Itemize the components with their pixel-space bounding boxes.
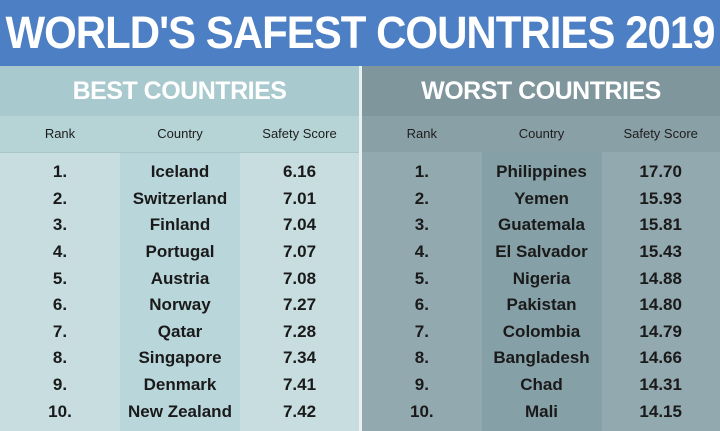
best-countries-panel: BEST COUNTRIES Rank Country Safety Score… xyxy=(0,66,359,431)
table-row: 2. Switzerland 7.01 xyxy=(0,186,359,213)
country-cell: Finland xyxy=(149,215,211,235)
table-row: 3. Guatemala 15.81 xyxy=(362,212,720,239)
table-row: 4. El Salvador 15.43 xyxy=(362,239,720,266)
worst-column-headers: Rank Country Safety Score xyxy=(362,116,720,152)
safety-score-cell: 14.31 xyxy=(639,375,682,395)
safety-score-cell: 7.42 xyxy=(282,401,317,421)
safety-score-cell: 15.93 xyxy=(639,188,682,208)
country-cell: Denmark xyxy=(143,375,217,395)
rank-cell: 5. xyxy=(52,268,68,288)
safety-score-column-header: Safety Score xyxy=(623,126,698,141)
country-cell: Guatemala xyxy=(498,215,585,235)
table-row: 7. Colombia 14.79 xyxy=(362,319,720,346)
country-cell: Portugal xyxy=(145,242,215,262)
best-countries-heading: BEST COUNTRIES xyxy=(0,66,359,116)
safety-score-cell: 14.15 xyxy=(639,401,682,421)
table-row: 10. New Zealand 7.42 xyxy=(0,398,359,425)
country-cell: Mali xyxy=(524,401,559,421)
country-cell: Chad xyxy=(520,375,563,395)
table-row: 8. Bangladesh 14.66 xyxy=(362,345,720,372)
table-row: 3. Finland 7.04 xyxy=(0,212,359,239)
safety-score-cell: 14.80 xyxy=(639,295,682,315)
rank-cell: 10. xyxy=(48,401,72,421)
rank-cell: 8. xyxy=(414,348,429,368)
table-row: 9. Denmark 7.41 xyxy=(0,372,359,399)
page-title: WORLD'S SAFEST COUNTRIES 2019 xyxy=(0,0,720,69)
safety-score-cell: 7.28 xyxy=(282,321,317,341)
rank-cell: 1. xyxy=(52,162,68,182)
table-row: 2. Yemen 15.93 xyxy=(362,186,720,213)
rank-cell: 3. xyxy=(52,215,68,235)
safety-score-cell: 6.16 xyxy=(282,162,317,182)
table-row: 4. Portugal 7.07 xyxy=(0,239,359,266)
rank-cell: 5. xyxy=(414,268,429,288)
worst-countries-panel: WORST COUNTRIES Rank Country Safety Scor… xyxy=(362,66,720,431)
country-cell: Qatar xyxy=(157,321,203,341)
country-column-header: Country xyxy=(518,126,565,141)
country-column-header: Country xyxy=(157,126,203,141)
country-cell: Bangladesh xyxy=(493,348,590,368)
rank-cell: 9. xyxy=(52,375,68,395)
table-row: 10. Mali 14.15 xyxy=(362,398,720,425)
panel-divider xyxy=(359,66,362,431)
country-cell: Iceland xyxy=(150,162,210,182)
safety-score-cell: 14.66 xyxy=(639,348,682,368)
rank-cell: 3. xyxy=(414,215,429,235)
table-row: 6. Norway 7.27 xyxy=(0,292,359,319)
country-cell: Philippines xyxy=(496,162,587,182)
country-cell: Norway xyxy=(149,295,211,315)
country-cell: Pakistan xyxy=(506,295,577,315)
rank-cell: 10. xyxy=(410,401,434,421)
safety-score-cell: 7.01 xyxy=(282,188,317,208)
safety-score-cell: 7.07 xyxy=(282,242,317,262)
table-row: 5. Austria 7.08 xyxy=(0,265,359,292)
country-cell: New Zealand xyxy=(128,401,232,421)
safety-score-cell: 15.43 xyxy=(639,242,682,262)
safety-score-cell: 7.08 xyxy=(282,268,317,288)
country-cell: Nigeria xyxy=(512,268,571,288)
country-cell: Colombia xyxy=(502,321,581,341)
table-row: 7. Qatar 7.28 xyxy=(0,319,359,346)
best-rows: 1. Iceland 6.16 2. Switzerland 7.01 3. Finland 7… xyxy=(0,159,359,425)
country-column-band xyxy=(120,152,240,431)
worst-rows: 1. Philippines 17.70 2. Yemen 15.93 3. Guatemal… xyxy=(362,159,720,425)
rank-cell: 2. xyxy=(414,188,429,208)
rank-cell: 6. xyxy=(52,295,68,315)
rank-cell: 4. xyxy=(52,242,68,262)
rank-cell: 9. xyxy=(414,375,429,395)
rank-column-header: Rank xyxy=(44,126,76,141)
rank-cell: 1. xyxy=(414,162,429,182)
rank-cell: 4. xyxy=(414,242,429,262)
safety-score-cell: 15.81 xyxy=(639,215,682,235)
safety-score-cell: 14.88 xyxy=(639,268,682,288)
safety-score-cell: 17.70 xyxy=(639,162,682,182)
rank-column-header: Rank xyxy=(406,126,438,141)
safety-score-column-header: Safety Score xyxy=(262,126,337,141)
safety-score-cell: 14.79 xyxy=(639,321,682,341)
worst-countries-heading: WORST COUNTRIES xyxy=(362,66,720,116)
rank-cell: 8. xyxy=(52,348,68,368)
table-row: 6. Pakistan 14.80 xyxy=(362,292,720,319)
rank-cell: 6. xyxy=(414,295,429,315)
rank-cell: 2. xyxy=(52,188,68,208)
country-cell: Singapore xyxy=(138,348,222,368)
safety-score-cell: 7.04 xyxy=(282,215,317,235)
rank-cell: 7. xyxy=(414,321,429,341)
safety-score-cell: 7.41 xyxy=(282,375,317,395)
table-row: 8. Singapore 7.34 xyxy=(0,345,359,372)
table-row: 9. Chad 14.31 xyxy=(362,372,720,399)
table-row: 5. Nigeria 14.88 xyxy=(362,265,720,292)
best-column-headers: Rank Country Safety Score xyxy=(0,116,359,153)
country-cell: Yemen xyxy=(514,188,569,208)
country-cell: Austria xyxy=(150,268,210,288)
rank-cell: 7. xyxy=(52,321,68,341)
table-row: 1. Iceland 6.16 xyxy=(0,159,359,186)
table-row: 1. Philippines 17.70 xyxy=(362,159,720,186)
country-cell: El Salvador xyxy=(495,242,588,262)
country-column-band xyxy=(482,152,602,431)
safety-score-cell: 7.34 xyxy=(282,348,317,368)
country-cell: Switzerland xyxy=(132,188,228,208)
safety-score-cell: 7.27 xyxy=(282,295,317,315)
